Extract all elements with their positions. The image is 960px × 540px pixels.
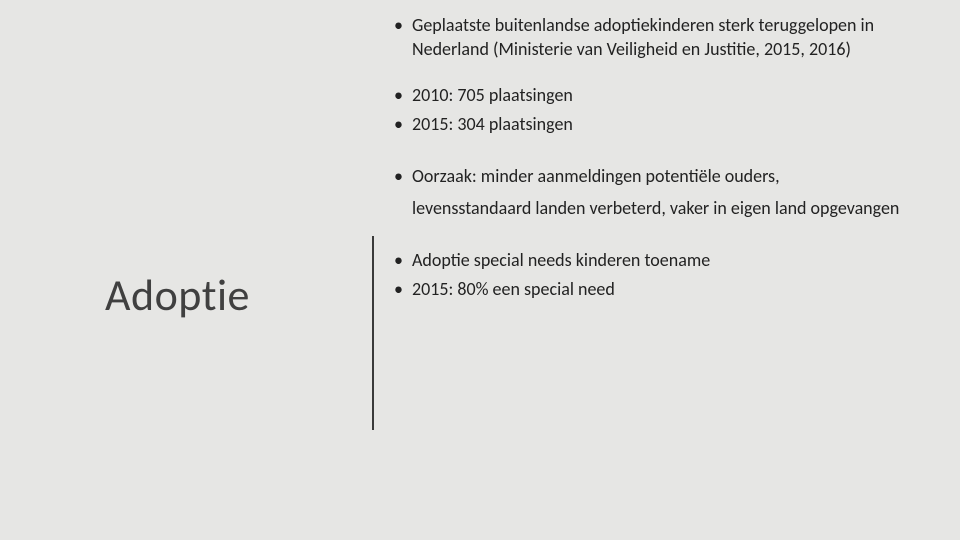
slide-title: Adoptie bbox=[105, 268, 250, 322]
bullet-item: 2015: 304 plaatsingen bbox=[390, 113, 920, 137]
bullet-item: Geplaatste buitenlandse adoptiekinderen … bbox=[390, 14, 920, 62]
bullet-item: 2010: 705 plaatsingen bbox=[390, 84, 920, 108]
bullet-group-4: Adoptie special needs kinderen toename 2… bbox=[390, 249, 920, 303]
bullet-text: Adoptie special needs kinderen toename bbox=[412, 249, 710, 271]
bullet-list: Oorzaak: minder aanmeldingen potentiële … bbox=[390, 165, 920, 221]
bullet-group-2: 2010: 705 plaatsingen 2015: 304 plaatsin… bbox=[390, 84, 920, 138]
bullet-item: 2015: 80% een special need bbox=[390, 278, 920, 302]
slide: Adoptie Geplaatste buitenlandse adoptiek… bbox=[0, 0, 960, 540]
vertical-divider bbox=[372, 236, 374, 430]
bullet-item: Adoptie special needs kinderen toename bbox=[390, 249, 920, 273]
bullet-list: 2010: 705 plaatsingen 2015: 304 plaatsin… bbox=[390, 84, 920, 138]
bullet-text: 2015: 80% een special need bbox=[412, 278, 615, 300]
content-area: Geplaatste buitenlandse adoptiekinderen … bbox=[390, 14, 920, 330]
bullet-list: Geplaatste buitenlandse adoptiekinderen … bbox=[390, 14, 920, 62]
title-block: Adoptie bbox=[105, 268, 250, 322]
bullet-group-1: Geplaatste buitenlandse adoptiekinderen … bbox=[390, 14, 920, 62]
bullet-list: Adoptie special needs kinderen toename 2… bbox=[390, 249, 920, 303]
bullet-text: Oorzaak: minder aanmeldingen potentiële … bbox=[412, 165, 780, 187]
bullet-group-3: Oorzaak: minder aanmeldingen potentiële … bbox=[390, 165, 920, 221]
bullet-item: Oorzaak: minder aanmeldingen potentiële … bbox=[390, 165, 920, 221]
bullet-continuation: levensstandaard landen verbeterd, vaker … bbox=[412, 197, 920, 221]
bullet-text: 2010: 705 plaatsingen bbox=[412, 84, 573, 106]
bullet-text: 2015: 304 plaatsingen bbox=[412, 113, 573, 135]
bullet-text: Geplaatste buitenlandse adoptiekinderen … bbox=[412, 14, 874, 60]
